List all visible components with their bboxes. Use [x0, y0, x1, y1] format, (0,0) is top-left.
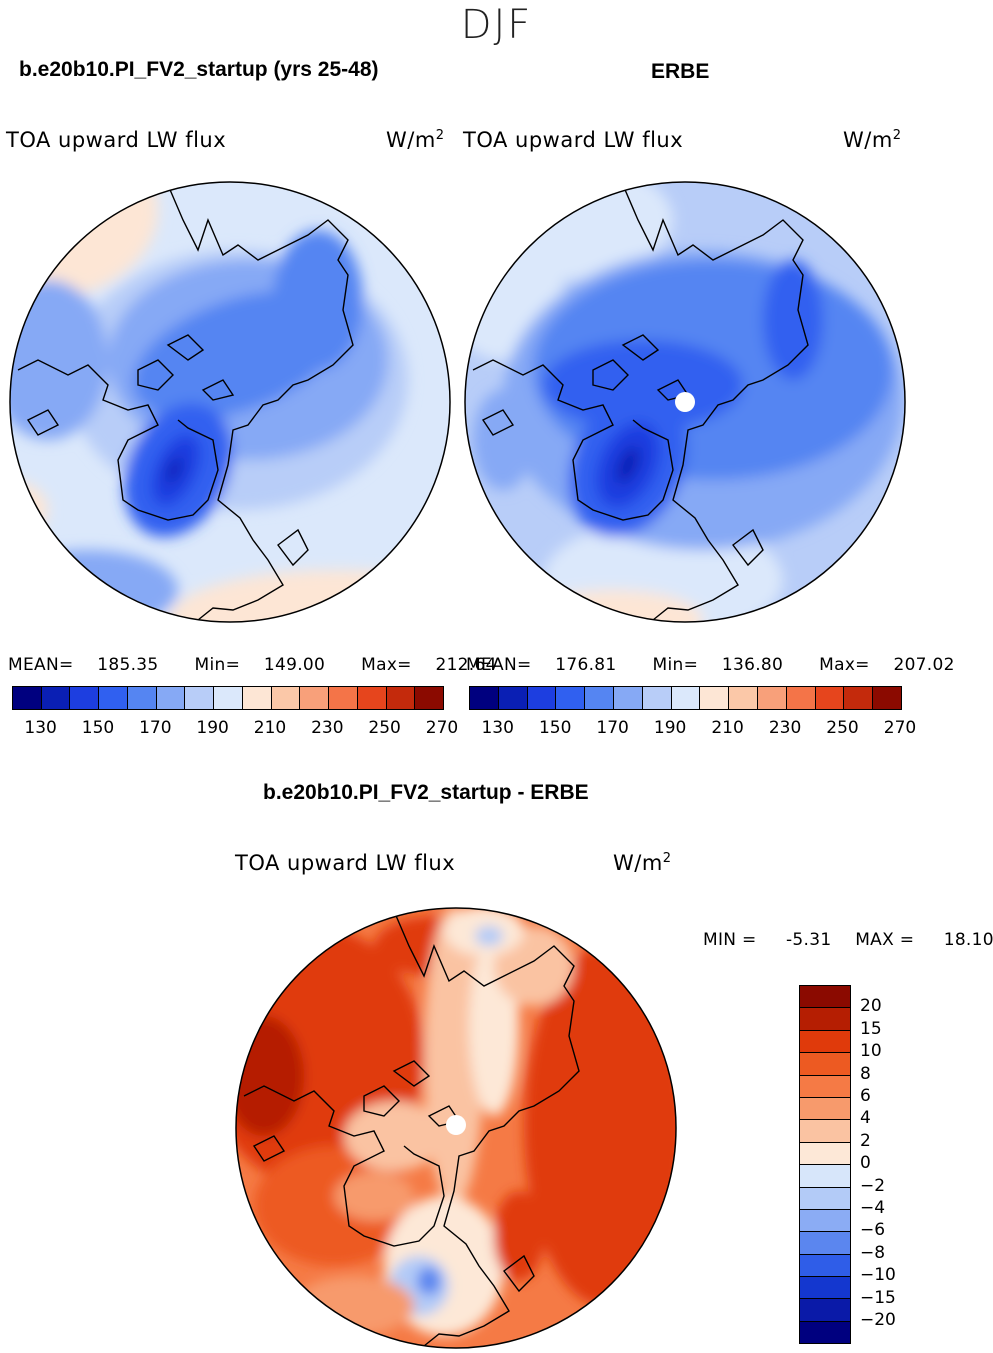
colorbar-swatch: [800, 1254, 850, 1278]
colorbar-tick-label: −10: [860, 1265, 896, 1286]
colorbar-swatch: [729, 687, 758, 709]
colorbar-swatch: [800, 1277, 850, 1300]
colorbar-tick-label: 4: [860, 1108, 871, 1129]
colorbar-swatch: [185, 687, 215, 709]
colorbar-swatch: [800, 1142, 850, 1166]
colorbar-swatch: [329, 687, 358, 709]
colorbar-tick-label: 170: [596, 718, 629, 738]
diff-colorbar: [799, 985, 851, 1345]
colorbar-swatch: [671, 687, 701, 709]
colorbar-swatch: [156, 687, 186, 709]
colorbar-tick-label: 8: [860, 1063, 871, 1084]
left-panel-title: b.e20b10.PI_FV2_startup (yrs 25-48): [19, 58, 379, 81]
diff-panel-title: b.e20b10.PI_FV2_startup - ERBE: [263, 781, 589, 804]
colorbar-tick-label: 250: [826, 718, 859, 738]
colorbar-swatch: [800, 1008, 850, 1031]
colorbar-swatch: [800, 1030, 850, 1054]
colorbar-swatch: [498, 687, 528, 709]
colorbar-tick-label: −8: [860, 1242, 886, 1263]
colorbar-swatch: [300, 687, 330, 709]
colorbar-tick-label: 2: [860, 1130, 871, 1151]
colorbar-swatch: [13, 687, 42, 709]
colorbar-swatch: [41, 687, 71, 709]
colorbar-tick-label: 130: [24, 718, 57, 738]
colorbar-swatch: [800, 986, 850, 1009]
colorbar-tick-label: 0: [860, 1153, 871, 1174]
colorbar-swatch: [99, 687, 128, 709]
right-variable-label: TOA upward LW flux: [463, 128, 684, 152]
colorbar-swatch: [527, 687, 557, 709]
colorbar-swatch: [271, 687, 301, 709]
colorbar-swatch: [470, 687, 499, 709]
colorbar-tick-label: 20: [860, 996, 882, 1017]
colorbar-swatch: [800, 1075, 850, 1098]
colorbar-tick-label: 6: [860, 1086, 871, 1106]
colorbar-tick-label: 190: [653, 718, 687, 738]
colorbar-swatch: [800, 1299, 850, 1322]
colorbar-swatch: [585, 687, 614, 709]
colorbar-tick-label: 170: [139, 718, 172, 738]
colorbar-swatch: [242, 687, 272, 709]
colorbar-tick-label: 230: [311, 718, 344, 738]
right-colorbar: [469, 686, 902, 710]
colorbar-swatch: [70, 687, 100, 709]
colorbar-swatch: [127, 687, 157, 709]
colorbar-swatch: [786, 687, 816, 709]
colorbar-swatch: [357, 687, 387, 709]
colorbar-swatch: [757, 687, 787, 709]
left-units-label: W/m2: [386, 128, 445, 152]
season-title: DJF: [460, 2, 533, 48]
colorbar-tick-label: 270: [883, 718, 917, 738]
colorbar-swatch: [556, 687, 586, 709]
colorbar-tick-label: 270: [425, 718, 459, 738]
colorbar-swatch: [800, 1097, 850, 1121]
right-stats: MEAN= 176.81 Min= 136.80 Max= 207.02: [466, 655, 955, 675]
colorbar-tick-label: 130: [481, 718, 514, 738]
colorbar-tick-label: −20: [860, 1310, 896, 1330]
colorbar-tick-label: 250: [368, 718, 401, 738]
colorbar-tick-label: 10: [860, 1041, 882, 1062]
colorbar-swatch: [844, 687, 874, 709]
colorbar-tick-label: −6: [860, 1220, 886, 1241]
colorbar-tick-label: −2: [860, 1175, 886, 1196]
colorbar-tick-label: −4: [860, 1198, 886, 1218]
left-colorbar: [12, 686, 444, 710]
diff-stats: MIN = -5.31 MAX = 18.10: [703, 930, 993, 950]
colorbar-swatch: [873, 687, 901, 709]
colorbar-tick-label: 150: [81, 718, 115, 738]
colorbar-swatch: [800, 1321, 850, 1344]
colorbar-tick-label: 230: [768, 718, 802, 738]
colorbar-swatch: [613, 687, 643, 709]
right-units-label: W/m2: [843, 128, 902, 152]
colorbar-swatch: [642, 687, 672, 709]
colorbar-swatch: [800, 1165, 850, 1188]
diff-polar-map: [235, 907, 677, 1349]
colorbar-tick-label: 150: [538, 718, 572, 738]
colorbar-tick-label: 190: [196, 718, 229, 738]
colorbar-swatch: [800, 1120, 850, 1143]
right-polar-map: [464, 181, 906, 623]
colorbar-swatch: [386, 687, 416, 709]
colorbar-tick-label: 15: [860, 1018, 882, 1039]
left-stats: MEAN= 185.35 Min= 149.00 Max= 212.64: [8, 655, 497, 675]
right-panel-title: ERBE: [651, 60, 710, 83]
colorbar-swatch: [815, 687, 845, 709]
colorbar-tick-label: 210: [711, 718, 744, 738]
left-variable-label: TOA upward LW flux: [6, 128, 227, 152]
left-polar-map: [9, 181, 451, 623]
diff-units-label: W/m2: [613, 851, 672, 875]
colorbar-swatch: [415, 687, 444, 709]
colorbar-swatch: [800, 1209, 850, 1233]
diff-variable-label: TOA upward LW flux: [235, 851, 456, 875]
colorbar-swatch: [800, 1053, 850, 1076]
colorbar-swatch: [800, 1187, 850, 1210]
colorbar-tick-label: 210: [253, 718, 287, 738]
colorbar-swatch: [800, 1232, 850, 1255]
colorbar-swatch: [700, 687, 730, 709]
colorbar-tick-label: −15: [860, 1287, 896, 1308]
colorbar-swatch: [214, 687, 243, 709]
